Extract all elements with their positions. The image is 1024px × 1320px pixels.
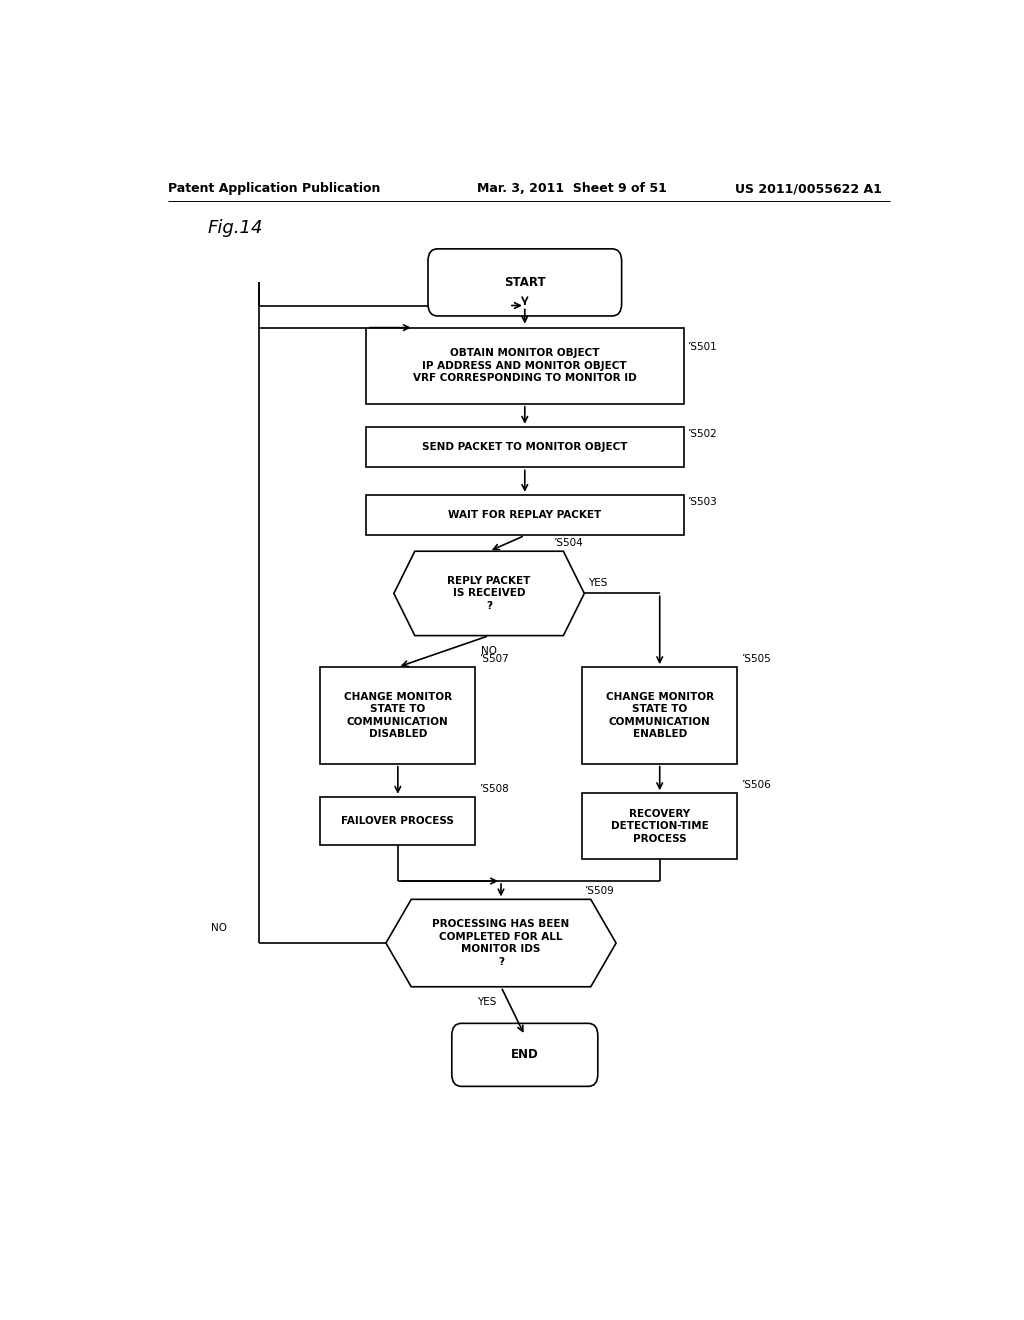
Text: WAIT FOR REPLAY PACKET: WAIT FOR REPLAY PACKET — [449, 510, 601, 520]
Bar — [321, 667, 475, 764]
FancyBboxPatch shape — [452, 1023, 598, 1086]
Text: PROCESSING HAS BEEN
COMPLETED FOR ALL
MONITOR IDS
?: PROCESSING HAS BEEN COMPLETED FOR ALL MO… — [432, 920, 569, 966]
Text: NO: NO — [481, 645, 498, 656]
Text: ’S506: ’S506 — [741, 780, 771, 789]
Text: Patent Application Publication: Patent Application Publication — [168, 182, 380, 195]
Text: ’S501: ’S501 — [687, 342, 717, 351]
Bar — [583, 793, 737, 859]
Text: FAILOVER PROCESS: FAILOVER PROCESS — [341, 816, 455, 826]
Text: OBTAIN MONITOR OBJECT
IP ADDRESS AND MONITOR OBJECT
VRF CORRESPONDING TO MONITOR: OBTAIN MONITOR OBJECT IP ADDRESS AND MON… — [413, 348, 637, 383]
Text: YES: YES — [588, 578, 607, 589]
Text: ’S504: ’S504 — [553, 539, 583, 548]
Text: US 2011/0055622 A1: US 2011/0055622 A1 — [735, 182, 882, 195]
Bar — [321, 797, 475, 846]
Text: ’S505: ’S505 — [741, 653, 771, 664]
Polygon shape — [386, 899, 616, 987]
Bar — [367, 327, 684, 404]
Text: Fig.14: Fig.14 — [207, 219, 263, 236]
Text: CHANGE MONITOR
STATE TO
COMMUNICATION
ENABLED: CHANGE MONITOR STATE TO COMMUNICATION EN… — [605, 692, 714, 739]
Polygon shape — [394, 552, 585, 636]
Bar — [367, 495, 684, 536]
Text: ’S502: ’S502 — [687, 429, 717, 438]
Text: START: START — [504, 276, 546, 289]
Text: NO: NO — [211, 923, 227, 933]
Text: END: END — [511, 1048, 539, 1061]
Text: YES: YES — [477, 997, 497, 1007]
Text: SEND PACKET TO MONITOR OBJECT: SEND PACKET TO MONITOR OBJECT — [422, 442, 628, 451]
Text: ’S509: ’S509 — [585, 886, 614, 896]
Text: ’S507: ’S507 — [479, 653, 509, 664]
Text: Mar. 3, 2011  Sheet 9 of 51: Mar. 3, 2011 Sheet 9 of 51 — [477, 182, 667, 195]
Text: CHANGE MONITOR
STATE TO
COMMUNICATION
DISABLED: CHANGE MONITOR STATE TO COMMUNICATION DI… — [344, 692, 452, 739]
Text: ’S508: ’S508 — [479, 784, 509, 793]
Text: REPLY PACKET
IS RECEIVED
?: REPLY PACKET IS RECEIVED ? — [447, 576, 530, 611]
Text: RECOVERY
DETECTION-TIME
PROCESS: RECOVERY DETECTION-TIME PROCESS — [611, 809, 709, 843]
Text: ’S503: ’S503 — [687, 496, 717, 507]
Bar — [583, 667, 737, 764]
FancyBboxPatch shape — [428, 249, 622, 315]
Bar — [367, 426, 684, 467]
